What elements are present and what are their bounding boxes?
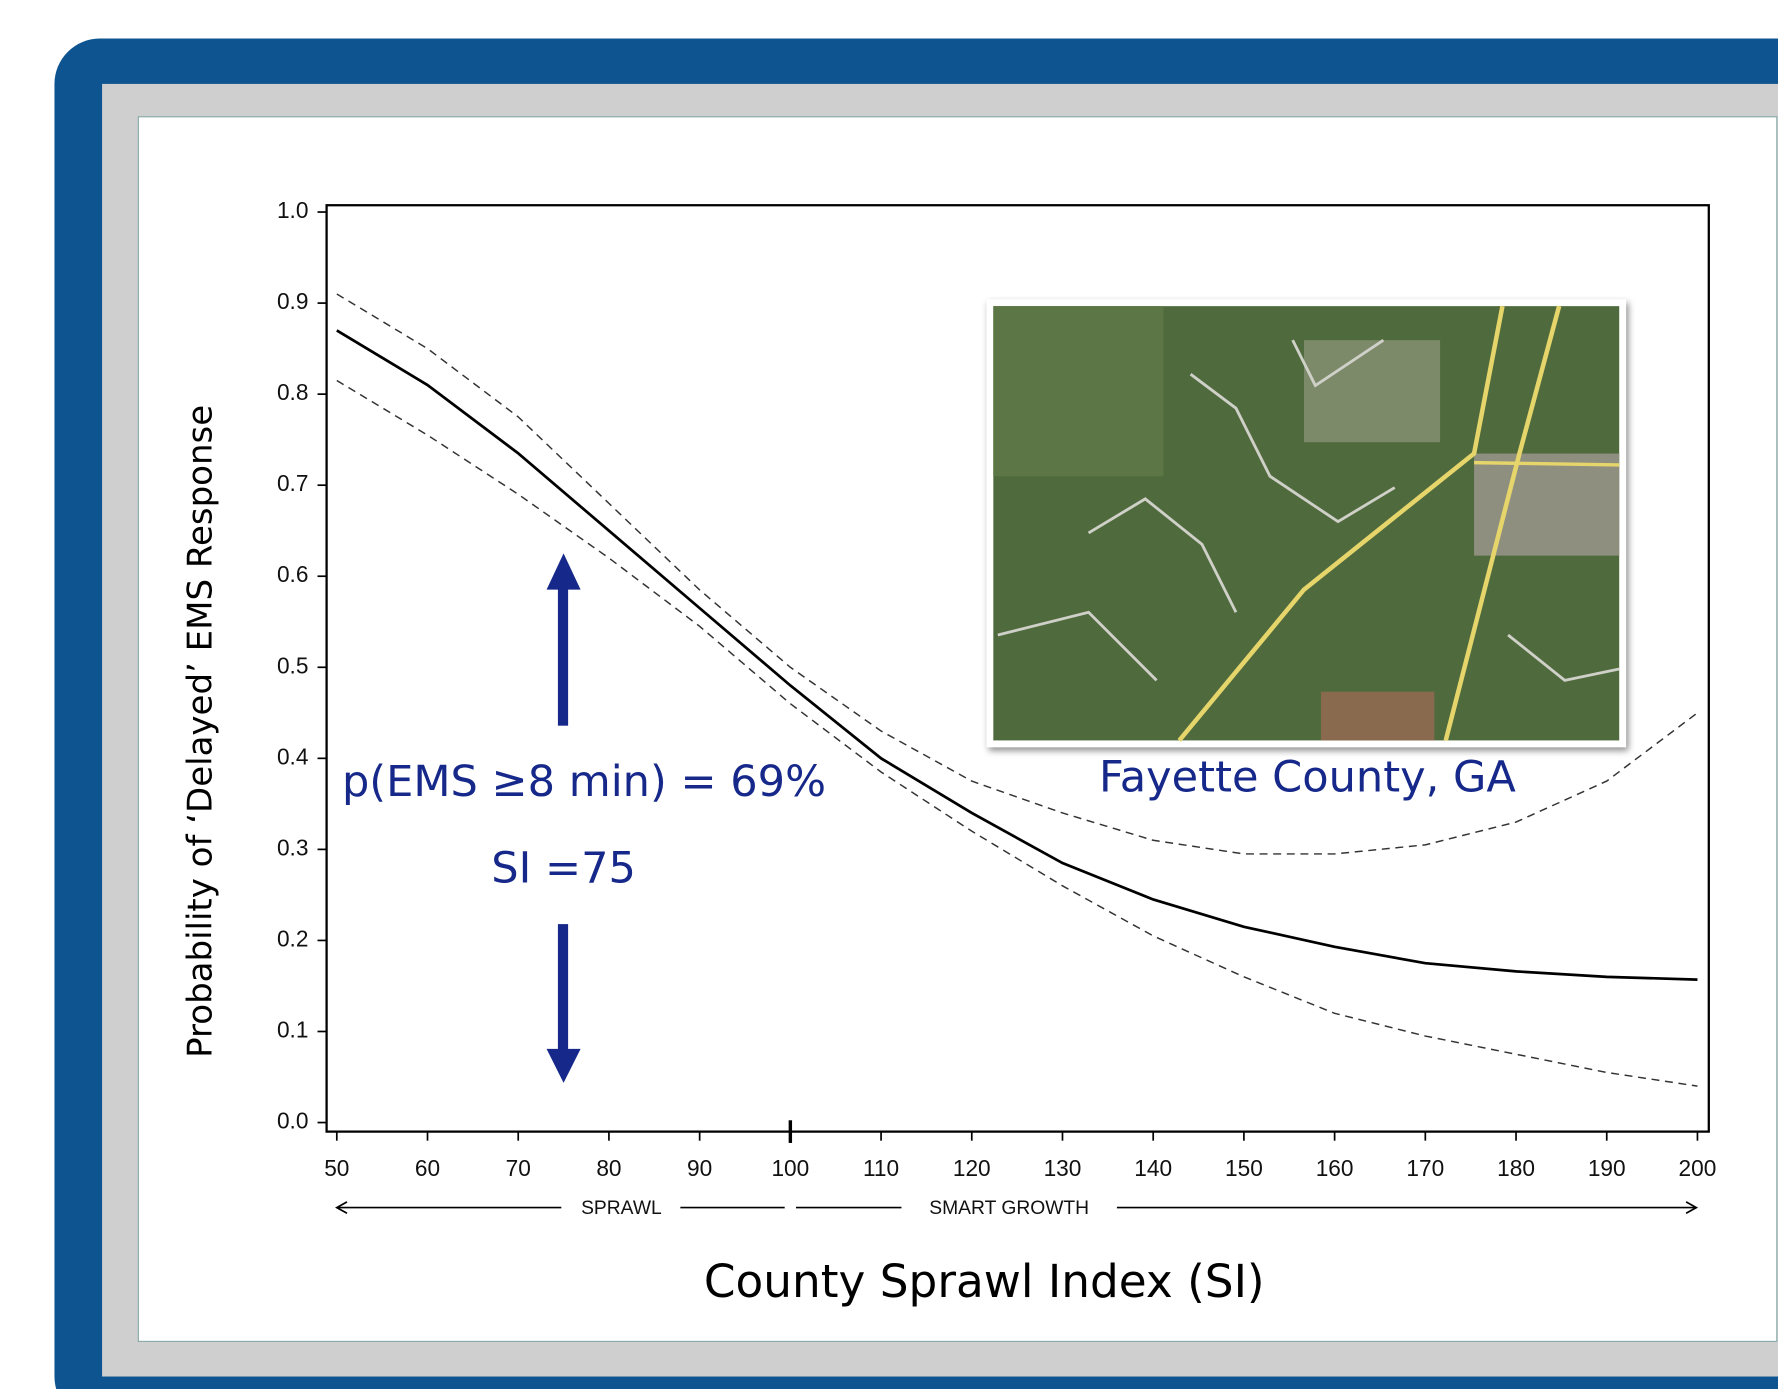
y-axis-title: Probability of ‘Delayed’ EMS Response — [180, 405, 220, 1058]
x-tick-label: 90 — [687, 1155, 712, 1181]
map-caption: Fayette County, GA — [1099, 753, 1516, 803]
x-tick-label: 110 — [863, 1155, 899, 1181]
x-tick-label: 60 — [415, 1155, 440, 1181]
y-tick-label: 0.5 — [277, 652, 309, 678]
y-tick-label: 0.4 — [277, 743, 309, 769]
x-tick-label: 70 — [506, 1155, 531, 1181]
annotation: SI =75 — [491, 843, 636, 893]
map-inset — [987, 299, 1627, 747]
x-tick-label: 140 — [1134, 1155, 1172, 1181]
region-label: SMART GROWTH — [929, 1198, 1089, 1219]
x-tick-label: 130 — [1044, 1155, 1082, 1181]
x-tick-label: 120 — [953, 1155, 991, 1181]
x-tick-label: 200 — [1679, 1155, 1717, 1181]
y-tick-label: 0.6 — [277, 561, 309, 587]
x-tick-label: 190 — [1588, 1155, 1626, 1181]
y-tick-label: 0.7 — [277, 470, 309, 496]
y-tick-label: 1.0 — [277, 197, 309, 223]
page: {"chart_data":{"type":"line", "x":[50,60… — [0, 0, 1778, 1389]
x-tick-label: 150 — [1225, 1155, 1263, 1181]
x-tick-label: 50 — [324, 1155, 349, 1181]
y-tick-label: 0.8 — [277, 379, 309, 405]
y-tick-label: 0.2 — [277, 925, 309, 951]
x-tick-label: 160 — [1316, 1155, 1354, 1181]
x-tick-label: 100 — [771, 1155, 809, 1181]
y-tick-label: 0.1 — [277, 1016, 309, 1042]
x-tick-label: 80 — [596, 1155, 621, 1181]
region-label: SPRAWL — [581, 1198, 662, 1219]
slide: SPRAWL SMART GROWTH p(EMS ≥8 min) = 69% … — [0, 0, 1778, 1389]
x-tick-label: 180 — [1497, 1155, 1535, 1181]
y-tick-label: 0.0 — [277, 1108, 309, 1134]
annotation: p(EMS ≥8 min) = 69% — [342, 757, 826, 807]
x-axis-title: County Sprawl Index (SI) — [704, 1255, 1265, 1308]
y-tick-label: 0.3 — [277, 834, 309, 860]
x-tick-label: 170 — [1406, 1155, 1444, 1181]
y-tick-label: 0.9 — [277, 288, 309, 314]
